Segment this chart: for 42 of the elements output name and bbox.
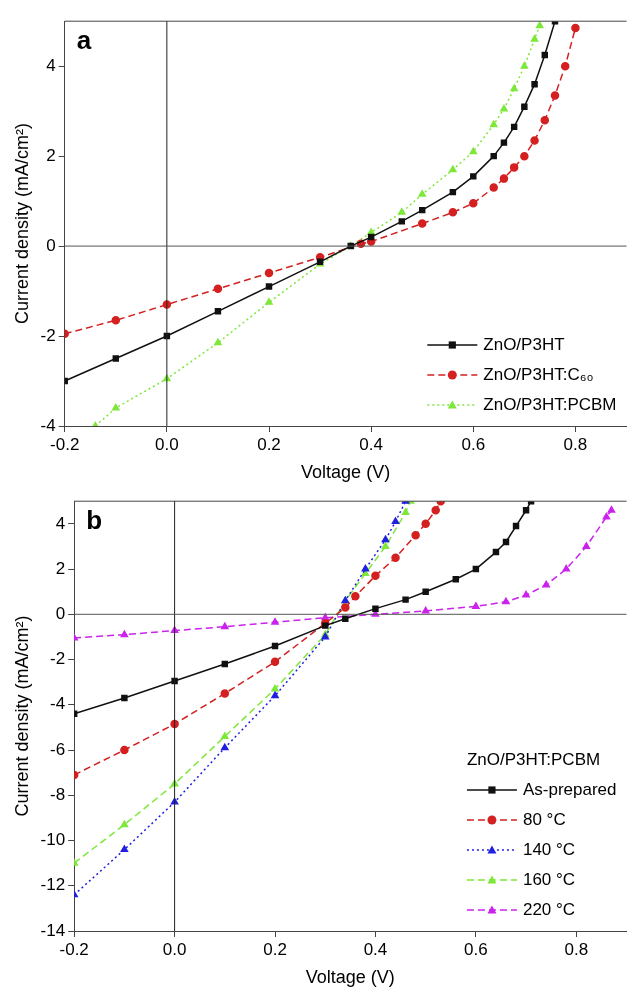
x-tick-label: 0.2	[263, 939, 287, 959]
x-tick-label: 0.4	[363, 939, 388, 959]
y-tick-label: -2	[40, 325, 56, 345]
legend-label: 140 °C	[522, 839, 576, 859]
x-axis-title: Voltage (V)	[301, 462, 391, 483]
legend-title: ZnO/P3HT:PCBM	[466, 749, 601, 769]
y-axis-title: Current density (mA/cm²)	[11, 615, 32, 817]
y-tick-label: -10	[40, 830, 66, 850]
y-tick-label: 2	[55, 558, 66, 578]
legend-label: 220 °C	[522, 899, 576, 919]
x-axis-title: Voltage (V)	[305, 967, 395, 988]
legend-label: ZnO/P3HT:PCBM	[483, 394, 617, 414]
y-tick-label: 2	[46, 145, 56, 165]
y-tick-label: -4	[50, 694, 66, 714]
x-tick-label: -0.2	[50, 434, 80, 454]
x-tick-label: 0.2	[257, 434, 281, 454]
legend-label: ZnO/P3HT:C₆₀	[483, 364, 594, 384]
y-tick-label: -14	[40, 920, 66, 940]
annotation: a	[76, 25, 92, 56]
legend-label: As-prepared	[522, 779, 617, 799]
annotation: b	[86, 505, 103, 536]
y-tick-label: 0	[46, 235, 56, 255]
x-tick-label: 0.0	[162, 939, 187, 959]
x-tick-label: -0.2	[59, 939, 89, 959]
y-axis-title: Current density (mA/cm²)	[11, 123, 32, 325]
y-tick-label: 0	[55, 603, 66, 623]
y-tick-label: 4	[46, 55, 56, 75]
y-tick-label: -6	[50, 739, 66, 759]
x-tick-label: 0.8	[563, 434, 588, 454]
x-tick-label: 0.6	[461, 434, 486, 454]
legend-label: 160 °C	[522, 869, 576, 889]
y-tick-label: -8	[50, 784, 66, 804]
y-tick-label: -2	[50, 649, 66, 669]
legend-label: 80 °C	[522, 809, 566, 829]
y-tick-label: -12	[40, 875, 66, 895]
x-tick-label: 0.4	[359, 434, 383, 454]
legend-label: ZnO/P3HT	[483, 334, 565, 354]
y-tick-label: -4	[40, 415, 56, 435]
x-tick-label: 0.0	[155, 434, 179, 454]
x-tick-label: 0.8	[564, 939, 589, 959]
y-tick-label: 4	[55, 513, 66, 533]
x-tick-label: 0.6	[464, 939, 488, 959]
